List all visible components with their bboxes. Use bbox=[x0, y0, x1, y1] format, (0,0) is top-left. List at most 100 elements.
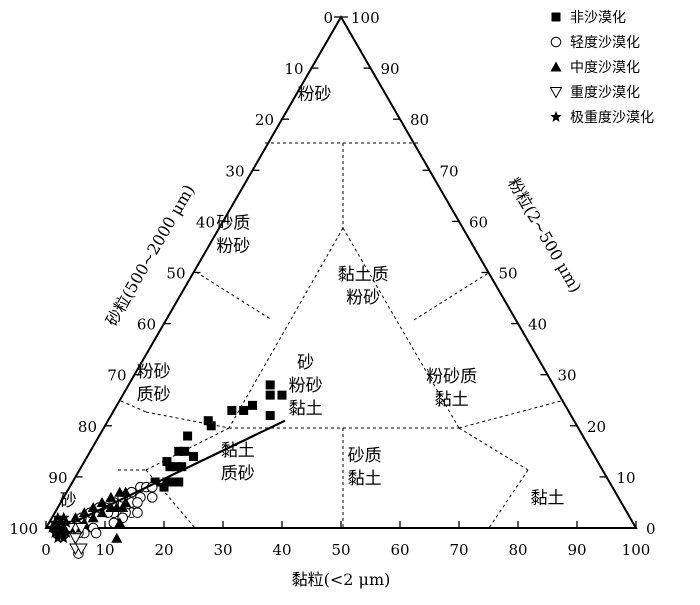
region-label-sand-silt-clay: 黏土 bbox=[289, 399, 323, 419]
tick-label-sand-80: 80 bbox=[78, 418, 97, 436]
point-square-16 bbox=[168, 477, 178, 487]
legend-label-star: 极重度沙漠化 bbox=[570, 110, 654, 126]
tick-label-clay-100: 100 bbox=[622, 541, 651, 559]
region-label-sandy-silt: 粉砂 bbox=[216, 237, 250, 257]
tick-label-clay-30: 30 bbox=[213, 541, 232, 559]
region-label-sand: 砂 bbox=[60, 491, 77, 511]
point-triangle-up-1 bbox=[114, 486, 126, 497]
tick-label-silt-30: 30 bbox=[558, 367, 577, 385]
region-label-silty-sand: 质砂 bbox=[137, 385, 171, 405]
tick-label-clay-20: 20 bbox=[154, 541, 173, 559]
point-square-2 bbox=[277, 390, 287, 400]
point-square-15 bbox=[162, 457, 172, 467]
point-triangle-up-8 bbox=[87, 502, 99, 513]
tick-label-silt-90: 90 bbox=[381, 60, 400, 78]
region-label-clayey-sand: 质砂 bbox=[221, 464, 255, 484]
region-label-clayey-silt: 黏土质 bbox=[338, 265, 389, 285]
point-square-5 bbox=[239, 405, 249, 415]
tick-label-sand-100: 100 bbox=[9, 520, 38, 538]
point-square-10 bbox=[189, 451, 198, 461]
point-square-1 bbox=[265, 390, 275, 400]
point-circle-25 bbox=[146, 492, 158, 503]
tick-label-sand-0: 0 bbox=[323, 9, 333, 27]
legend-marker-star bbox=[550, 111, 562, 122]
point-square-17 bbox=[174, 477, 184, 487]
point-triangle-up-5 bbox=[96, 496, 108, 507]
axis-title-clay: 黏粒(<2 μm) bbox=[292, 570, 391, 589]
dash-silty-sand-low bbox=[120, 400, 147, 413]
region-label-clayey-silt: 粉砂 bbox=[346, 288, 380, 308]
dash-silty-clay-low bbox=[458, 400, 562, 429]
region-label-silty-clay: 粉砂质 bbox=[426, 367, 477, 387]
point-star-7 bbox=[60, 527, 73, 538]
tick-label-silt-60: 60 bbox=[469, 213, 488, 231]
point-star-10 bbox=[57, 511, 70, 523]
point-circle-27 bbox=[132, 497, 143, 508]
region-label-sandy-silt: 砂质 bbox=[216, 214, 250, 234]
tick-label-sand-40: 40 bbox=[196, 213, 215, 231]
tick-label-sand-60: 60 bbox=[137, 316, 156, 334]
point-circle-19 bbox=[90, 527, 102, 539]
region-label-silt: 粉砂 bbox=[297, 85, 331, 105]
dash-center-right bbox=[342, 227, 460, 429]
tick-label-silt-100: 100 bbox=[351, 9, 380, 27]
tick-label-clay-60: 60 bbox=[390, 541, 409, 559]
dash-center-left bbox=[228, 227, 344, 429]
point-square-19 bbox=[165, 462, 175, 472]
tick-label-clay-70: 70 bbox=[449, 541, 468, 559]
legend-label-square: 非沙漠化 bbox=[570, 10, 626, 26]
point-square-14 bbox=[171, 462, 181, 472]
point-triangle-up-16 bbox=[111, 532, 123, 543]
point-triangle-up-9 bbox=[87, 512, 99, 523]
legend-marker-triangle-down bbox=[549, 87, 563, 99]
point-square-6 bbox=[227, 405, 237, 415]
point-square-4 bbox=[248, 400, 257, 410]
region-label-sandy-clay: 黏土 bbox=[348, 469, 382, 489]
point-star-3 bbox=[55, 527, 67, 538]
dash-clay-left bbox=[488, 469, 529, 529]
tick-label-silt-0: 0 bbox=[646, 520, 656, 538]
region-label-sandy-clay: 砂质 bbox=[348, 446, 382, 466]
tick-label-silt-70: 70 bbox=[440, 162, 459, 180]
point-square-7 bbox=[203, 416, 213, 426]
point-square-3 bbox=[265, 411, 275, 421]
point-triangle-down-5 bbox=[75, 523, 88, 535]
tick-label-sand-90: 90 bbox=[48, 469, 67, 487]
point-star-6 bbox=[49, 527, 61, 538]
point-square-0 bbox=[265, 380, 275, 390]
legend-label-circle: 轻度沙漠化 bbox=[570, 35, 640, 51]
tick-label-clay-90: 90 bbox=[567, 541, 586, 559]
tick-label-clay-50: 50 bbox=[331, 541, 350, 559]
point-circle-7 bbox=[132, 507, 143, 518]
point-star-1 bbox=[52, 522, 64, 533]
point-square-8 bbox=[206, 421, 216, 431]
point-triangle-up-6 bbox=[105, 502, 117, 513]
point-star-2 bbox=[46, 522, 58, 533]
point-triangle-down-4 bbox=[75, 543, 88, 555]
tick-label-clay-0: 0 bbox=[41, 541, 51, 559]
region-label-silty-clay: 黏土 bbox=[435, 390, 469, 410]
point-square-12 bbox=[177, 462, 187, 472]
tick-label-sand-50: 50 bbox=[166, 265, 185, 283]
tick-label-silt-10: 10 bbox=[617, 469, 636, 487]
axis-title-sand: 砂粒(500~2000 μm) bbox=[102, 181, 198, 329]
tick-label-silt-50: 50 bbox=[499, 265, 518, 283]
point-star-0 bbox=[49, 516, 61, 528]
tick-label-sand-30: 30 bbox=[225, 162, 244, 180]
region-label-silty-sand: 粉砂 bbox=[137, 362, 171, 382]
dash-sandy-silt-low bbox=[195, 271, 273, 321]
dash-clayey-silt-low bbox=[413, 271, 491, 321]
point-triangle-up-3 bbox=[105, 491, 117, 502]
tick-label-sand-70: 70 bbox=[107, 367, 126, 385]
legend-marker-square bbox=[551, 12, 561, 22]
region-label-sand-silt-clay: 砂 bbox=[297, 353, 314, 373]
point-square-18 bbox=[159, 482, 169, 492]
point-square-11 bbox=[180, 446, 190, 456]
point-star-5 bbox=[52, 532, 64, 544]
region-label-clayey-sand: 黏土 bbox=[221, 441, 255, 461]
tick-label-clay-10: 10 bbox=[95, 541, 114, 559]
point-star-9 bbox=[60, 516, 73, 528]
legend-label-triangle-down: 重度沙漠化 bbox=[570, 85, 640, 101]
